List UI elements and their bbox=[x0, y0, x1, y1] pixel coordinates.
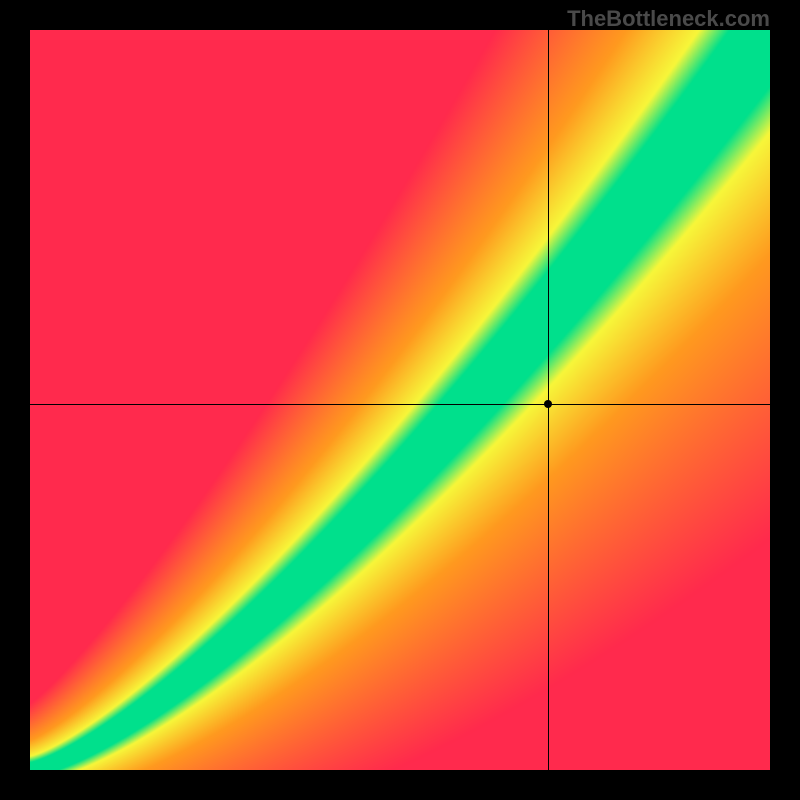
crosshair-horizontal bbox=[30, 404, 770, 405]
watermark-text: TheBottleneck.com bbox=[567, 6, 770, 32]
plot-area bbox=[30, 30, 770, 770]
heatmap-canvas bbox=[30, 30, 770, 770]
crosshair-marker bbox=[544, 400, 552, 408]
